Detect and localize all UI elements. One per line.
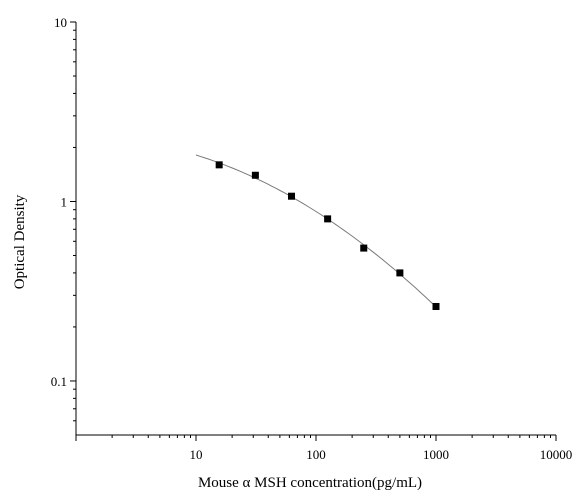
y-tick-label: 0.1 (51, 374, 67, 389)
x-tick-label: 100 (306, 447, 326, 462)
axes: 10 100 1000 10000 0.1 1 10 (51, 15, 573, 462)
data-point (432, 302, 440, 310)
x-axis-label: Mouse α MSH concentration(pg/mL) (198, 475, 422, 491)
x-tick-label: 10 (190, 447, 203, 462)
data-point (360, 244, 368, 252)
data-point (396, 269, 404, 277)
y-tick-label: 10 (54, 15, 67, 30)
x-tick-label: 10000 (540, 447, 573, 462)
data-point (288, 192, 296, 200)
data-points (215, 161, 440, 310)
fit-curve (195, 154, 437, 308)
y-axis-label: Optical Density (12, 194, 28, 289)
x-tick-label: 1000 (423, 447, 449, 462)
data-point (251, 171, 259, 179)
y-tick-label: 1 (61, 194, 68, 209)
data-point (324, 215, 332, 223)
fit-line (195, 154, 437, 308)
data-point (215, 161, 223, 169)
